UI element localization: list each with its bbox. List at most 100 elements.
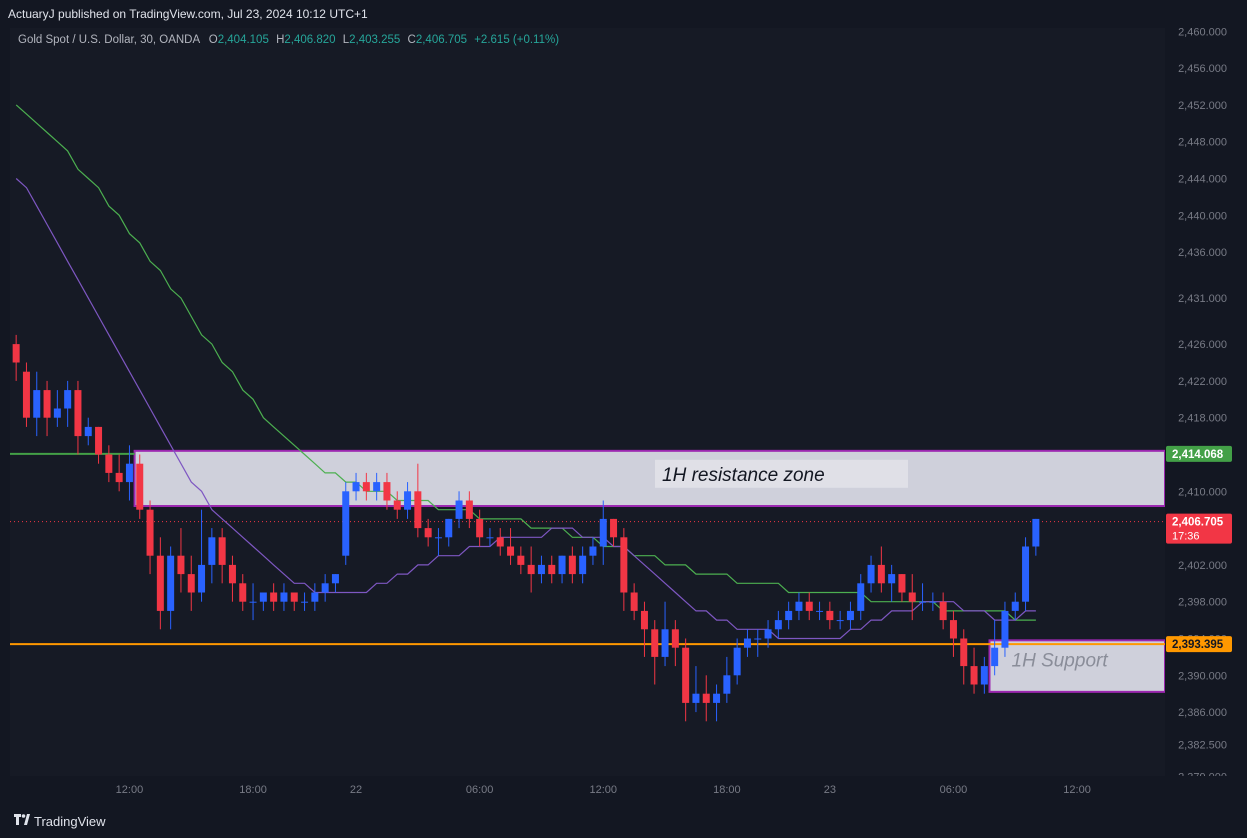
time-tick-label: 12:00 [1063, 784, 1091, 796]
candle-body [929, 601, 937, 603]
candle [95, 426, 103, 464]
candle [537, 555, 545, 584]
candle-body [888, 574, 896, 584]
high-label: H [276, 34, 285, 46]
price-tick-label: 2,436.000 [1178, 247, 1227, 259]
candle [404, 482, 412, 519]
candle-body [1011, 601, 1019, 611]
candle-body [53, 408, 61, 418]
candle [393, 491, 401, 519]
time-axis-bg [0, 776, 1165, 804]
candle [486, 528, 494, 547]
candle [970, 647, 978, 694]
price-tick-label: 2,382.500 [1178, 739, 1227, 751]
candle-body [785, 610, 793, 621]
candle [53, 390, 61, 427]
candle-body [826, 610, 834, 621]
candle-body [836, 620, 844, 622]
candle [558, 555, 566, 584]
candle [373, 472, 381, 501]
candle-body [579, 555, 587, 575]
candle-body [651, 629, 659, 657]
support-zone-label: 1H Support [1012, 650, 1109, 671]
chart-area[interactable]: 1H resistance zone 1H Support [10, 28, 1167, 776]
candle [507, 528, 515, 565]
candle-body [908, 592, 916, 602]
candle-body [816, 610, 824, 612]
price-tick-label: 2,422.000 [1178, 376, 1227, 388]
candle-body [270, 592, 278, 602]
candle-body [290, 592, 298, 602]
candle [136, 454, 144, 519]
candle [671, 620, 679, 667]
candle-body [33, 390, 41, 418]
candle-body [301, 601, 309, 603]
candle-body [671, 629, 679, 648]
time-axis[interactable]: 12:0018:002206:0012:0018:002306:0012:001… [0, 776, 1165, 804]
candle-body [321, 583, 329, 593]
candle-body [259, 592, 267, 602]
candle [84, 417, 92, 446]
candle-body [898, 574, 906, 593]
candle-body [568, 555, 576, 575]
price-axis[interactable]: 2,460.000 2,456.000 2,452.000 2,448.000 2,44… [1165, 0, 1247, 776]
symbol-legend: Gold Spot / U.S. Dollar, 30, OANDA O2,40… [18, 34, 559, 46]
close-value: 2,406.705 [415, 34, 468, 46]
price-chart[interactable]: 1H resistance zone 1H Support [10, 28, 1167, 776]
tradingview-brand: TradingView [34, 814, 106, 829]
low-label: L [342, 34, 350, 46]
candle-body [84, 426, 92, 437]
candle [610, 518, 618, 547]
candle-body [610, 518, 618, 538]
last-price-tag-bg [1166, 513, 1232, 544]
resistance-label-bg [655, 459, 908, 488]
candle-body [774, 620, 782, 630]
footer: TradingView [0, 804, 1247, 838]
candle-body [22, 371, 30, 418]
candle-body [589, 546, 597, 556]
candle [754, 629, 762, 657]
candle [949, 610, 957, 657]
candle [1032, 518, 1040, 556]
candle-body [177, 555, 185, 575]
candle [146, 500, 154, 575]
candle-body [64, 390, 72, 409]
candle-body [476, 518, 484, 538]
candle [12, 334, 20, 381]
candle-body [74, 390, 82, 437]
candle [640, 601, 648, 657]
price-tick-label: 2,452.000 [1178, 100, 1227, 112]
time-tick-label: 18:00 [713, 784, 741, 796]
candle-body [383, 482, 391, 501]
candle [434, 528, 442, 556]
candle [362, 472, 370, 501]
candle [713, 684, 721, 722]
candle [991, 620, 999, 676]
candle [424, 518, 432, 547]
candle-body [1032, 518, 1040, 547]
candle [311, 583, 319, 611]
ma-fast-line [15, 178, 1036, 640]
candle [795, 592, 803, 621]
candle [939, 592, 947, 630]
price-tick-label: 2,440.000 [1178, 210, 1227, 222]
candle [301, 592, 309, 611]
candle-body [919, 601, 927, 603]
candle-body [507, 546, 515, 556]
support-level-tag: 2,393.395 [1172, 639, 1224, 651]
candle [342, 482, 350, 565]
candle-body [208, 537, 216, 565]
candle-body [424, 528, 432, 538]
candle-body [548, 564, 556, 575]
high-value: 2,406.820 [284, 34, 336, 46]
candle [198, 509, 206, 602]
last-price-tag-timer: 17:36 [1172, 531, 1200, 543]
candle-body [630, 592, 638, 611]
candle-body [373, 482, 381, 492]
candle [115, 454, 123, 492]
green-level-tag: 2,414.068 [1172, 449, 1224, 461]
candle [218, 528, 226, 584]
candle-body [702, 693, 710, 703]
candle-body [239, 583, 247, 602]
candle [651, 620, 659, 685]
